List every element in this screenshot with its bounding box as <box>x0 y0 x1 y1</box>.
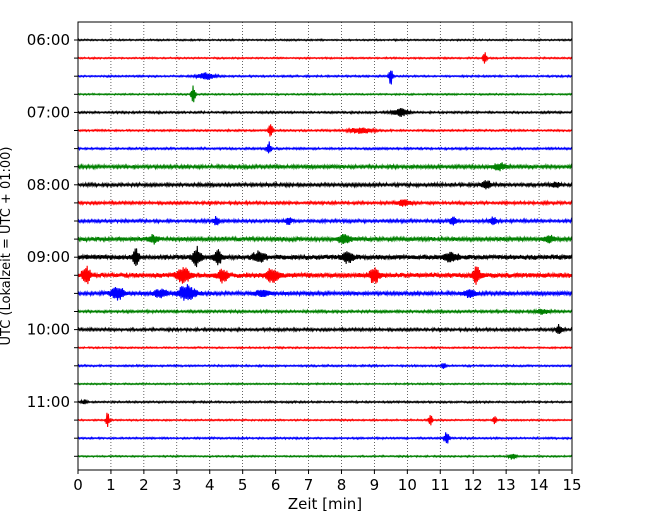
x-tick-label: 4 <box>205 476 215 494</box>
x-axis: 0 1 2 3 4 5 6 7 8 9 10 11 12 13 14 15 <box>73 470 582 494</box>
seismic-trace-0830 <box>77 216 573 226</box>
y-tick-label: 06:00 <box>27 31 70 49</box>
seismic-trace-0730 <box>77 141 573 154</box>
seismic-trace-0615 <box>77 52 573 64</box>
x-tick-label: 10 <box>398 476 417 494</box>
x-tick-label: 5 <box>238 476 248 494</box>
seismic-trace-1115 <box>77 412 573 427</box>
seismic-trace-0700 <box>77 108 573 117</box>
seismic-trace-1000 <box>77 323 573 335</box>
y-tick-label: 10:00 <box>27 321 70 339</box>
seismic-trace-1130 <box>77 432 573 444</box>
x-tick-label: 7 <box>304 476 314 494</box>
seismic-trace-0930 <box>77 284 573 301</box>
seismic-trace-1145 <box>77 453 573 460</box>
seismic-trace-1045 <box>77 381 573 386</box>
x-tick-label: 11 <box>431 476 450 494</box>
x-tick-label: 3 <box>172 476 182 494</box>
seismic-trace-0600 <box>77 38 573 43</box>
y-axis: 06:00 07:00 08:00 09:00 10:00 11:00 <box>27 31 78 457</box>
y-tick-label: 11:00 <box>27 393 70 411</box>
x-axis-label: Zeit [min] <box>288 495 362 513</box>
x-tick-label: 12 <box>464 476 483 494</box>
x-tick-label: 6 <box>271 476 281 494</box>
x-tick-label: 13 <box>497 476 516 494</box>
seismic-trace-0915 <box>77 265 573 285</box>
seismic-trace-0815 <box>77 199 573 207</box>
seismic-trace-0900 <box>77 245 573 268</box>
seismic-trace-0845 <box>77 233 573 245</box>
trace-layer <box>77 38 573 460</box>
seismic-trace-1100 <box>77 398 573 405</box>
x-tick-label: 9 <box>370 476 380 494</box>
y-tick-label: 09:00 <box>27 248 70 266</box>
seismic-trace-1030 <box>77 362 573 369</box>
seismic-trace-0715 <box>77 124 573 137</box>
x-tick-label: 1 <box>106 476 116 494</box>
x-tick-label: 8 <box>337 476 347 494</box>
x-tick-label: 14 <box>530 476 549 494</box>
seismic-trace-0630 <box>77 70 573 85</box>
seismic-trace-0645 <box>77 85 573 103</box>
plot-frame <box>77 21 573 471</box>
seismic-trace-0800 <box>77 180 573 190</box>
plot-background <box>78 22 572 470</box>
seismic-trace-1015 <box>77 345 573 350</box>
x-tick-label: 0 <box>73 476 83 494</box>
y-axis-label: UTC (Lokalzeit = UTC + 01:00) <box>0 147 14 346</box>
x-tick-label: 2 <box>139 476 149 494</box>
seismic-trace-0745 <box>77 162 573 172</box>
y-tick-label: 08:00 <box>27 176 70 194</box>
x-tick-label: 15 <box>562 476 581 494</box>
y-tick-label: 07:00 <box>27 103 70 121</box>
seismic-trace-0945 <box>77 307 573 316</box>
